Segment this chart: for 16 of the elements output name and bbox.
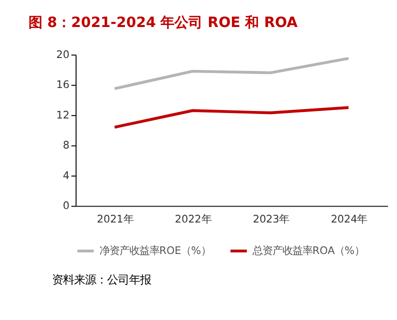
y-tick-label: 16 xyxy=(56,79,70,92)
y-tick-label: 12 xyxy=(56,109,70,122)
y-tick-label: 8 xyxy=(62,140,70,152)
chart-title: 图 8：2021-2024 年公司 ROE 和 ROA xyxy=(28,15,298,32)
line-series xyxy=(113,56,350,90)
legend-label: 净资产收益率ROE（%） xyxy=(99,244,212,257)
y-tick-label: 4 xyxy=(62,170,70,182)
y-tick-label: 0 xyxy=(62,200,70,212)
legend-label: 总资产收益率ROA（%） xyxy=(251,244,365,257)
line-series xyxy=(113,106,350,129)
x-tick-label: 2023年 xyxy=(252,213,290,226)
x-tick-label: 2022年 xyxy=(174,213,212,226)
text: 资料来源：公司年报 xyxy=(52,272,151,286)
x-tick-label: 2021年 xyxy=(96,213,134,226)
y-tick-label: 20 xyxy=(56,48,70,61)
x-tick-label: 2024年 xyxy=(330,213,368,226)
